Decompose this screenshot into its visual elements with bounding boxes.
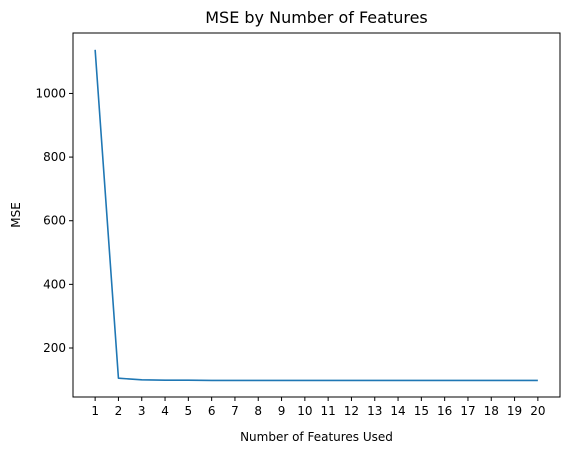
x-tick-label: 16 (437, 404, 452, 418)
y-tick-label: 400 (43, 277, 66, 291)
x-tick-label: 17 (460, 404, 475, 418)
x-tick-label: 4 (161, 404, 169, 418)
x-tick-label: 13 (367, 404, 382, 418)
mse-series-line (94, 49, 538, 382)
x-tick-label: 7 (231, 404, 239, 418)
y-tick-label: 1000 (35, 86, 66, 100)
x-tick-label: 18 (484, 404, 499, 418)
y-tick-label: 600 (43, 214, 66, 228)
y-tick-label: 800 (43, 150, 66, 164)
x-tick-label: 20 (530, 404, 545, 418)
x-tick-label: 14 (390, 404, 405, 418)
x-tick-label: 12 (344, 404, 359, 418)
chart-title: MSE by Number of Features (205, 8, 428, 27)
y-axis: 200 400 600 800 1000 (35, 86, 73, 355)
y-tick-label: 200 (43, 341, 66, 355)
x-tick-label: 15 (414, 404, 429, 418)
x-tick-label: 10 (297, 404, 312, 418)
x-tick-label: 6 (208, 404, 216, 418)
x-tick-label: 5 (185, 404, 193, 418)
x-tick-label: 19 (507, 404, 522, 418)
x-tick-label: 2 (115, 404, 123, 418)
x-tick-label: 3 (138, 404, 146, 418)
y-axis-label: MSE (9, 202, 23, 228)
x-tick-label: 1 (91, 404, 99, 418)
x-axis-label: Number of Features Used (240, 430, 393, 444)
x-tick-label: 9 (278, 404, 286, 418)
x-axis: 1 2 3 4 5 6 7 8 9 10 11 12 13 14 15 16 17 18 19 20 (91, 397, 546, 418)
plot-area-frame (72, 32, 561, 398)
x-tick-label: 8 (254, 404, 262, 418)
x-tick-label: 11 (321, 404, 336, 418)
